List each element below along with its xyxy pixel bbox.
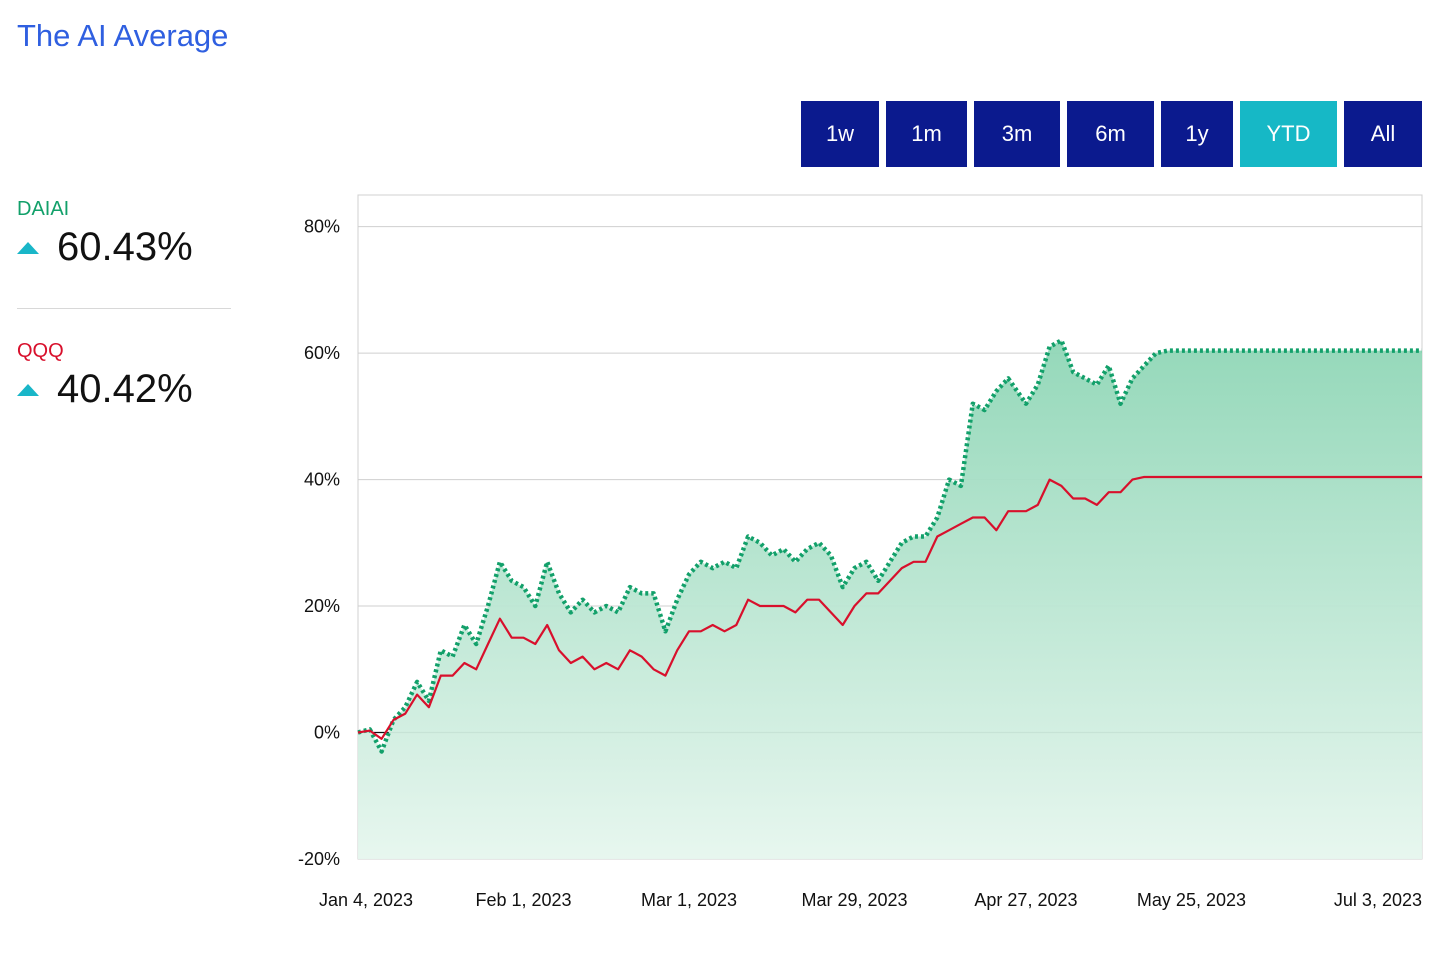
x-tick-label: Jul 3, 2023 xyxy=(1334,890,1422,910)
stat-value: 60.43% xyxy=(57,225,193,269)
x-tick-label: Mar 1, 2023 xyxy=(641,890,737,910)
stat-daiai: DAIAI 60.43% xyxy=(17,198,193,270)
range-button-1y[interactable]: 1y xyxy=(1161,101,1233,167)
x-tick-label: May 25, 2023 xyxy=(1137,890,1246,910)
range-button-3m[interactable]: 3m xyxy=(974,101,1060,167)
range-button-6m[interactable]: 6m xyxy=(1067,101,1154,167)
series-area-daiai xyxy=(358,340,1422,859)
x-tick-label: Apr 27, 2023 xyxy=(974,890,1077,910)
y-tick-label: 0% xyxy=(314,723,340,743)
range-button-all[interactable]: All xyxy=(1344,101,1422,167)
y-tick-label: 40% xyxy=(304,470,340,490)
x-tick-label: Mar 29, 2023 xyxy=(801,890,907,910)
y-tick-label: 20% xyxy=(304,596,340,616)
triangle-up-icon xyxy=(17,241,39,254)
series-line-qqq xyxy=(357,475,1422,740)
range-button-1m[interactable]: 1m xyxy=(886,101,967,167)
stat-value: 40.42% xyxy=(57,367,193,411)
y-tick-label: 80% xyxy=(304,217,340,237)
y-tick-label: 60% xyxy=(304,343,340,363)
page-title: The AI Average xyxy=(17,18,229,53)
stat-name: QQQ xyxy=(17,340,64,362)
x-tick-label: Feb 1, 2023 xyxy=(475,890,571,910)
range-button-1w[interactable]: 1w xyxy=(801,101,879,167)
divider xyxy=(17,308,231,309)
x-tick-label: Jan 4, 2023 xyxy=(319,890,413,910)
range-button-ytd[interactable]: YTD xyxy=(1240,101,1337,167)
stat-name: DAIAI xyxy=(17,198,70,220)
y-tick-label: -20% xyxy=(298,849,340,869)
triangle-up-icon xyxy=(17,383,39,396)
range-selector: 1w 1m 3m 6m 1y YTD All xyxy=(801,101,1422,167)
stat-qqq: QQQ 40.42% xyxy=(17,340,193,412)
